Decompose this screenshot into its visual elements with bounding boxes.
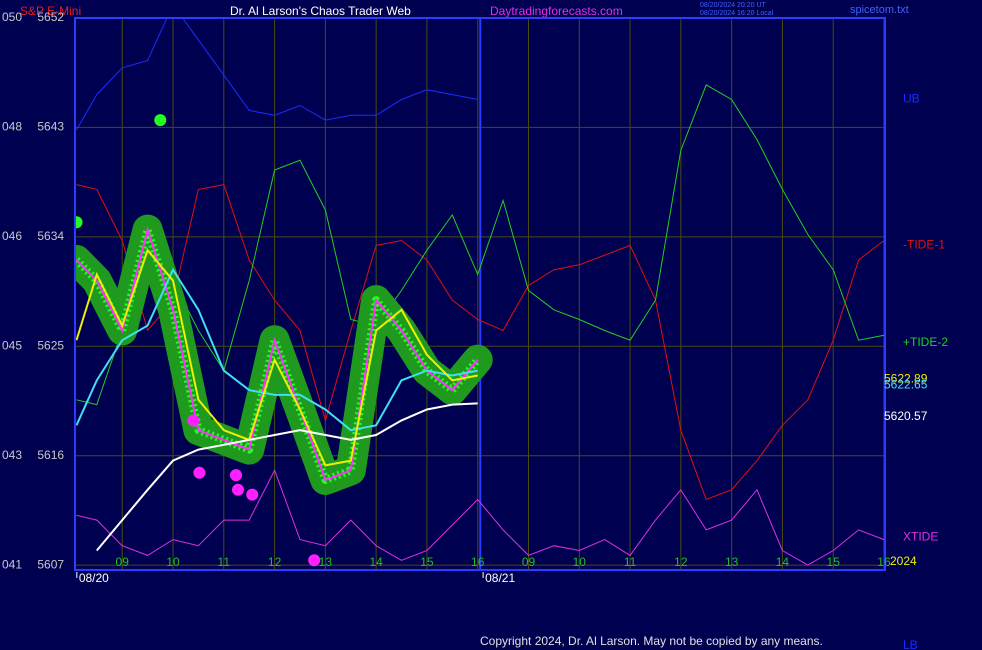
series-label: UB [903,92,920,106]
x-tick-label: 13 [725,555,739,569]
pivot-point [229,469,242,482]
x-tick-label: 15 [827,555,841,569]
timestamp: 08/20/2024 16:20 Local [700,10,774,17]
pivot-point [308,554,321,567]
y-tick-label: 041 5607 [2,557,64,571]
x-tick-label: 15 [420,555,434,569]
y-tick-label: 050 5652 [2,10,64,24]
x-tick-label: 13 [319,555,333,569]
y-tick-label: 046 5634 [2,229,64,243]
y-tick-label: 048 5643 [2,120,64,134]
copyright: Copyright 2024, Dr. Al Larson. May not b… [480,634,823,648]
series-line [76,184,885,501]
series-line [75,267,478,432]
pivot-point [187,414,200,427]
series-label: XTIDE [903,529,938,543]
x-tick-label: 10 [166,555,180,569]
y-tick-label: 045 5625 [2,338,64,352]
value-label: 5622.89 [884,371,928,385]
x-tick-label: 16 [877,555,891,569]
value-label: 5622.65 [884,377,928,391]
series-line [96,402,478,552]
site: Daytradingforecasts.com [490,4,623,18]
x-tick-label: 11 [218,555,231,569]
series-line [75,225,479,482]
x-tick-label: 09 [116,555,130,569]
pivot-point [193,466,206,479]
series-line [75,248,478,467]
value-label: 5620.57 [884,409,928,423]
x-tick-label: 12 [674,555,688,569]
series-label: LB [903,638,918,650]
x-tick-label: 14 [776,555,790,569]
x-tick-label: 16 [471,555,485,569]
instrument: S&P E-Mini [20,4,81,18]
timestamp: 08/20/2024 20:20 UT [700,2,766,9]
date-label: 08/20 [79,571,109,585]
year: 2024 [890,554,917,568]
pivot-point [232,483,245,496]
y-tick-label: 043 5616 [2,448,64,462]
pivot-point [75,216,83,229]
series-line [76,18,478,131]
x-tick-label: 10 [573,555,587,569]
pivot-point [154,114,167,127]
plot-area [75,18,885,567]
x-tick-label: 14 [369,555,383,569]
plot-border [74,17,886,571]
pivot-point [246,488,259,501]
series-line [76,84,885,406]
series-label: +TIDE-2 [903,335,948,349]
series-label: -TIDE-1 [903,238,945,252]
file-name: spicetom.txt [850,4,909,16]
x-tick-label: 09 [522,555,536,569]
x-tick-label: 11 [624,555,637,569]
series-line [76,469,885,566]
chart-title: Dr. Al Larson's Chaos Trader Web [230,4,411,18]
x-tick-label: 12 [268,555,282,569]
date-label: 08/21 [485,571,515,585]
